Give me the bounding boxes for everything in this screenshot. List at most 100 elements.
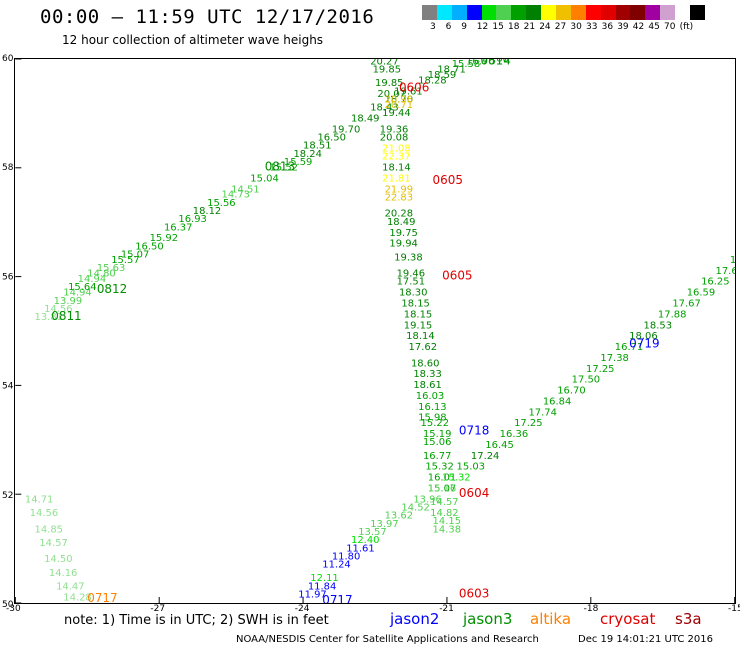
wave-height-label: 15.64 bbox=[68, 282, 97, 293]
wave-height-label: 21.81 bbox=[382, 173, 411, 184]
colorbar-swatch bbox=[466, 5, 482, 20]
wave-height-label: 16.01 bbox=[428, 473, 456, 484]
colorbar-swatch bbox=[556, 5, 571, 20]
wave-height-label: 15.92 bbox=[150, 233, 179, 244]
colorbar-swatch bbox=[496, 5, 512, 20]
pass-time-label: 0719 bbox=[629, 336, 659, 350]
wave-height-label: 19.94 bbox=[389, 239, 417, 250]
pass-time-label: 0604 bbox=[459, 486, 489, 500]
wave-height-label: 12.40 bbox=[351, 535, 379, 546]
wave-height-label: 15.98 bbox=[418, 413, 447, 424]
colorbar-swatch bbox=[422, 5, 437, 20]
wave-height-label: 13.96 bbox=[413, 494, 442, 505]
x-tick-label: -18 bbox=[584, 604, 599, 614]
wave-height-label: 14.73 bbox=[222, 190, 251, 201]
wave-height-label: 18.49 bbox=[387, 217, 415, 228]
y-tick-label: 60 bbox=[2, 54, 14, 64]
wave-height-label: 19.36 bbox=[380, 124, 409, 135]
colorbar-label: 30 bbox=[570, 22, 582, 32]
wave-height-label: 11.61 bbox=[346, 543, 375, 554]
wave-height-label: 16.45 bbox=[485, 440, 514, 451]
wave-height-label: 14.52 bbox=[401, 503, 430, 514]
wave-height-label: 22.83 bbox=[385, 192, 413, 203]
colorbar-label: 70 bbox=[664, 22, 676, 32]
wave-height-label: 11.24 bbox=[322, 560, 351, 571]
colorbar-swatch bbox=[615, 5, 631, 20]
colorbar-swatch bbox=[451, 5, 467, 20]
wave-height-label: 18.28 bbox=[418, 75, 447, 86]
wave-height-label: 14.94 bbox=[78, 274, 107, 285]
pass-time-label: 0717 bbox=[322, 593, 352, 604]
wave-height-label: 17.62 bbox=[409, 342, 437, 353]
wave-height-label: 19.70 bbox=[332, 124, 360, 135]
y-tick-label: 56 bbox=[2, 272, 14, 282]
wave-height-label: 15.58 bbox=[452, 59, 481, 70]
wave-height-label: 19.46 bbox=[397, 269, 426, 280]
y-tick-label: 50 bbox=[2, 600, 14, 610]
wave-height-label: 17.88 bbox=[658, 309, 687, 320]
wave-height-label: 17.38 bbox=[600, 353, 629, 364]
colorbar-label: 9 bbox=[461, 22, 467, 32]
x-tick-label: -21 bbox=[439, 604, 454, 614]
wave-height-label: 16.03 bbox=[416, 391, 445, 402]
y-tick-label: 52 bbox=[2, 491, 13, 501]
wave-height-label: 16.59 bbox=[687, 288, 716, 299]
colorbar-swatch bbox=[660, 5, 676, 20]
wave-height-label: 17.25 bbox=[586, 364, 615, 375]
wave-height-label: 19.75 bbox=[389, 228, 417, 239]
wave-height-label: 15.52 bbox=[269, 163, 297, 174]
colorbar-label: 33 bbox=[586, 22, 598, 32]
units-note: note: 1) Time is in UTC; 2) SWH is in fe… bbox=[64, 613, 329, 628]
wave-height-label: 20.71 bbox=[385, 100, 413, 111]
wave-height-label: 13.81 bbox=[35, 312, 63, 323]
colorbar-swatch bbox=[436, 5, 452, 20]
wave-height-label: 15.04 bbox=[250, 173, 278, 184]
x-tick-label: -15 bbox=[728, 604, 740, 614]
wave-height-label: 16.37 bbox=[164, 222, 193, 233]
wave-height-label: 14.51 bbox=[231, 184, 260, 195]
wave-height-label: 17.50 bbox=[572, 375, 601, 386]
wave-height-label: 18.30 bbox=[399, 288, 428, 299]
wave-height-label: 16.50 bbox=[317, 133, 345, 144]
wave-height-label: 14.71 bbox=[25, 494, 53, 505]
wave-height-label: 16.71 bbox=[615, 342, 644, 353]
wave-height-label: 14.16 bbox=[49, 568, 78, 579]
timestamp-text: Dec 19 14:01:21 UTC 2016 bbox=[578, 634, 713, 645]
colorbar-swatch bbox=[690, 5, 705, 20]
wave-height-label: 15.16 bbox=[428, 483, 456, 494]
wave-height-label: 14.28 bbox=[63, 592, 92, 603]
wave-height-label: 16.84 bbox=[543, 396, 572, 407]
y-tick-label: 58 bbox=[2, 163, 14, 173]
wave-height-label: 11.97 bbox=[298, 590, 326, 601]
wave-height-label: 16.25 bbox=[701, 277, 730, 288]
wave-height-label: 16.70 bbox=[466, 58, 495, 67]
wave-height-label: 17.62 bbox=[715, 266, 736, 277]
wave-height-label: 16.93 bbox=[178, 214, 207, 225]
wave-height-label: 15.56 bbox=[207, 198, 236, 209]
colorbar-swatch bbox=[675, 5, 691, 20]
wave-height-label: 20.98 bbox=[385, 95, 413, 106]
wave-height-label: 17.88 bbox=[481, 58, 509, 65]
wave-height-label: 20.28 bbox=[385, 209, 413, 220]
wave-height-label: 18.15 bbox=[401, 299, 430, 310]
wave-height-label: 14.57 bbox=[39, 538, 67, 549]
wave-height-label: 21.99 bbox=[385, 184, 413, 195]
wave-height-label: 20.27 bbox=[370, 58, 398, 67]
colorbar-label: 21 bbox=[523, 22, 536, 32]
wave-height-label: 18.51 bbox=[303, 141, 332, 152]
legend-item-s3a: s3a bbox=[675, 610, 702, 628]
wave-height-label: 18.49 bbox=[351, 114, 379, 125]
colorbar-label: 6 bbox=[445, 22, 452, 32]
colorbar-label: 27 bbox=[554, 22, 567, 32]
wave-height-label: 16.50 bbox=[135, 241, 163, 252]
wave-height-label: 17.25 bbox=[730, 255, 736, 266]
wave-height-label: 20.07 bbox=[377, 89, 406, 100]
wave-height-label: 15.07 bbox=[121, 250, 150, 261]
x-tick-label: -30 bbox=[6, 604, 21, 614]
colorbar-swatch bbox=[585, 5, 601, 20]
wave-height-label: 18.53 bbox=[644, 320, 673, 331]
pass-time-label: 0606 bbox=[399, 81, 429, 95]
x-tick-label: -27 bbox=[150, 604, 165, 614]
wave-height-label: 22.37 bbox=[382, 152, 411, 163]
wave-height-label: 15.06 bbox=[423, 437, 451, 448]
